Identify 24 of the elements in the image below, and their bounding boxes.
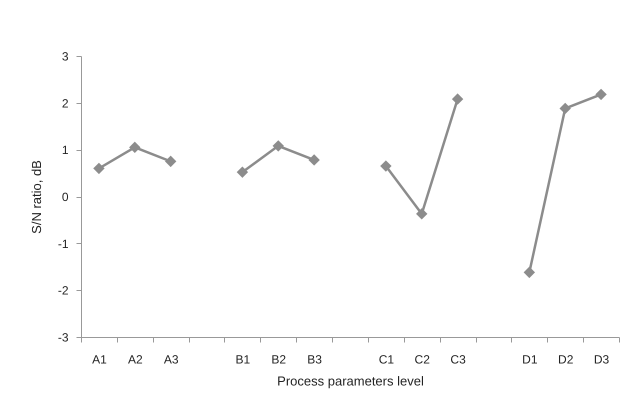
x-tick-label: B1 <box>236 352 251 366</box>
y-tick-label: -1 <box>58 236 69 251</box>
y-tick-label: -3 <box>58 330 69 344</box>
x-tick-label: D1 <box>522 352 538 366</box>
y-tick-label: -2 <box>58 284 69 298</box>
x-tick-label: D3 <box>594 352 610 366</box>
x-tick-label: B2 <box>271 352 286 366</box>
x-tick-label: A2 <box>128 352 143 366</box>
x-tick-label: C2 <box>414 352 430 366</box>
x-tick-label: C3 <box>450 352 466 366</box>
point <box>560 102 571 114</box>
y-tick-label: 1 <box>62 143 69 158</box>
y-tick-label: 2 <box>62 96 69 110</box>
point <box>595 88 607 100</box>
x-tick-label: D2 <box>558 352 574 366</box>
y-tick-label: 0 <box>62 190 69 204</box>
x-axis-title: Process parameters level <box>277 374 424 388</box>
y-axis-title: S/N ratio, dB <box>28 160 44 234</box>
x-tick-label: C1 <box>378 352 394 366</box>
y-tick-label: 3 <box>62 50 69 64</box>
x-tick-label: A1 <box>92 352 108 366</box>
x-tick-label: B3 <box>307 352 322 366</box>
x-tick-label: A3 <box>164 352 179 366</box>
point <box>524 266 536 278</box>
